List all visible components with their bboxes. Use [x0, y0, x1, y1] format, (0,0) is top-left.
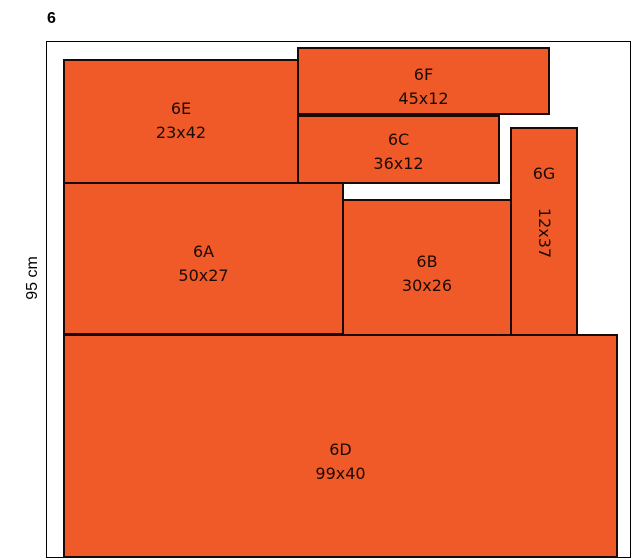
piece-6d-id: 6D	[329, 440, 352, 459]
piece-6a: 6A 50x27	[63, 182, 344, 335]
piece-6b: 6B 30x26	[342, 199, 512, 336]
piece-6g: 6G 12x37	[510, 127, 578, 336]
piece-6a-id: 6A	[192, 242, 215, 261]
height-label: 95 cm	[24, 256, 41, 300]
piece-6f: 6F 45x12	[297, 47, 550, 115]
piece-6d: 6D 99x40	[63, 334, 618, 558]
piece-6g-size: 12x37	[535, 207, 554, 259]
piece-6d-size: 99x40	[315, 464, 366, 483]
piece-6b-size: 30x26	[401, 276, 453, 295]
piece-6b-id: 6B	[416, 252, 438, 271]
piece-6c: 6C 36x12	[297, 115, 500, 184]
piece-6g-id: 6G	[532, 164, 556, 183]
piece-6c-id: 6C	[387, 130, 410, 149]
piece-6e-size: 23x42	[155, 123, 207, 142]
piece-6c-size: 36x12	[373, 154, 424, 173]
piece-6e: 6E 23x42	[63, 59, 299, 184]
piece-6e-id: 6E	[170, 99, 192, 118]
diagram-title: 6	[47, 10, 56, 27]
piece-6a-size: 50x27	[178, 266, 229, 285]
piece-6f-id: 6F	[413, 65, 434, 84]
piece-6f-size: 45x12	[398, 89, 449, 108]
